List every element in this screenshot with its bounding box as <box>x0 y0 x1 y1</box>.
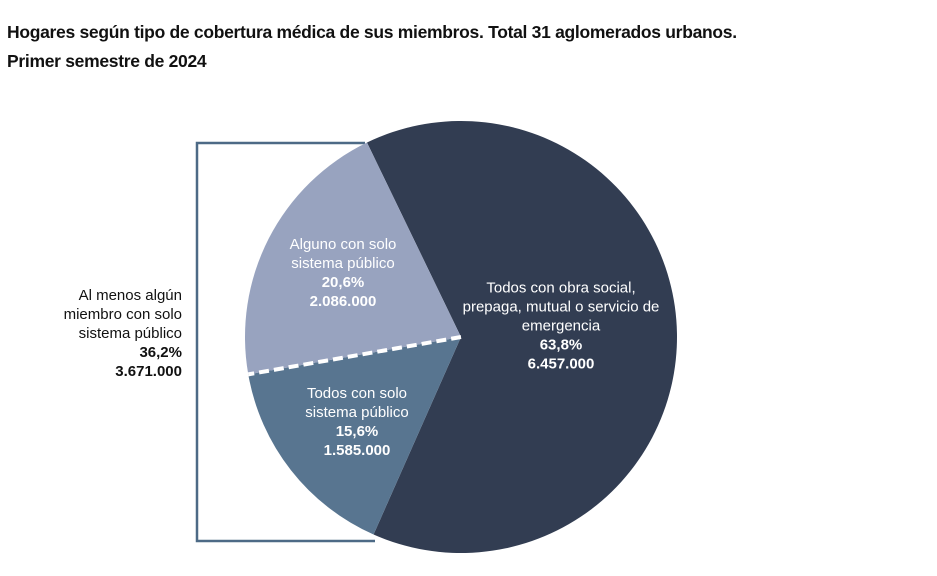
slice-count: 1.585.000 <box>323 442 391 459</box>
annotation-count: 3.671.000 <box>115 363 182 380</box>
pie-slice <box>366 121 677 554</box>
slice-name: Todos con obra social, prepaga, mutual o… <box>462 279 660 335</box>
annotation: Al menos algún miembro con solo sistema … <box>40 286 182 381</box>
annotation-percent: 36,2% <box>139 344 182 361</box>
chart-title: Hogares según tipo de cobertura médica d… <box>7 22 737 42</box>
slice-name: Todos con solo sistema público <box>305 385 409 421</box>
slice-label: Alguno con solo sistema público 20,6% 2.08… <box>278 235 408 311</box>
slice-count: 2.086.000 <box>309 293 377 310</box>
chart-subtitle: Primer semestre de 2024 <box>7 51 207 71</box>
annotation-text: Al menos algún miembro con solo sistema … <box>63 287 182 342</box>
bracket <box>195 141 375 543</box>
divider <box>247 335 462 377</box>
slice-count: 6.457.000 <box>527 355 595 373</box>
slice-label: Todos con obra social, prepaga, mutual o… <box>461 279 661 374</box>
slice-percent: 63,8% <box>539 336 583 354</box>
slice-label: Todos con solo sistema público 15,6% 1.585… <box>282 384 432 460</box>
pie-slice <box>248 337 461 535</box>
slice-percent: 15,6% <box>335 423 379 440</box>
slice-name: Alguno con solo sistema público <box>289 236 397 272</box>
pie-slice <box>244 142 461 375</box>
slice-percent: 20,6% <box>321 274 365 291</box>
